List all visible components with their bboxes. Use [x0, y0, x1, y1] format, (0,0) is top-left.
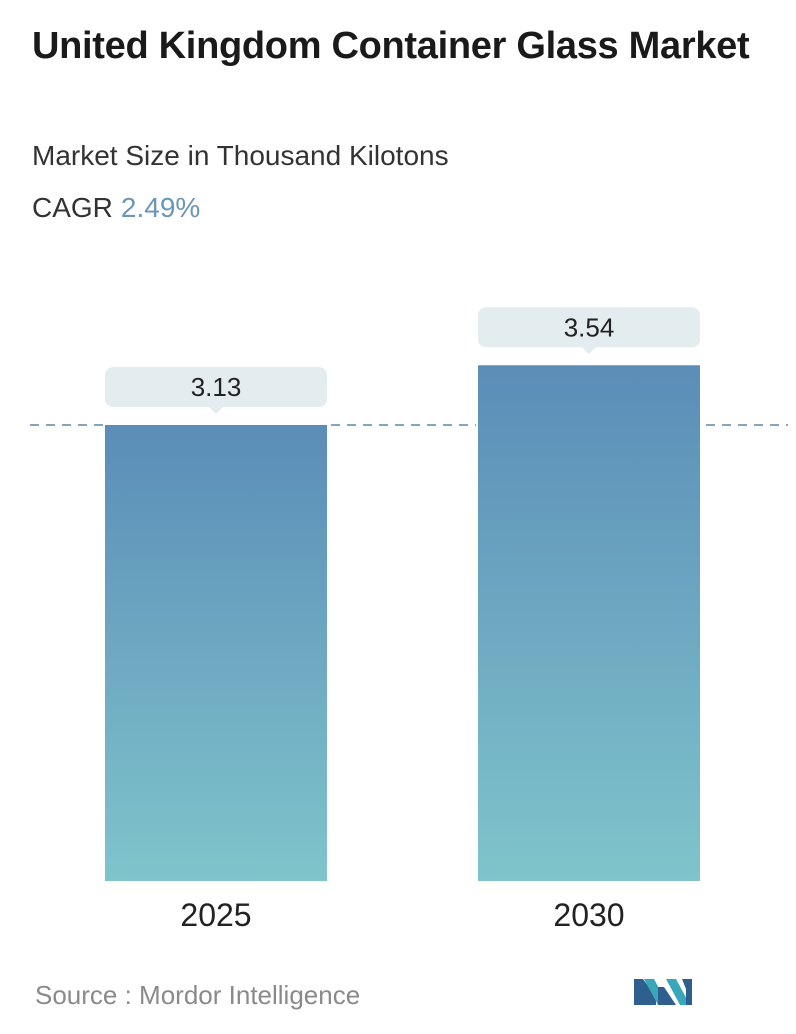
chart-title: United Kingdom Container Glass Market	[32, 25, 750, 67]
bar-2025	[105, 425, 327, 881]
value-label: 3.54	[564, 312, 615, 342]
source-text: Source : Mordor Intelligence	[35, 980, 361, 1010]
bar-2030	[478, 365, 700, 881]
value-label-pointer	[209, 407, 223, 414]
value-label-box	[478, 307, 700, 348]
cagr: CAGR 2.49%	[32, 190, 200, 226]
value-label: 3.13	[191, 372, 242, 402]
category-label: 2030	[553, 897, 624, 933]
category-label: 2025	[180, 897, 251, 933]
mordor-intelligence-logo	[634, 979, 692, 1005]
cagr-label: CAGR	[32, 192, 113, 223]
value-label-pointer	[582, 347, 596, 355]
value-label-box	[105, 367, 327, 407]
chart-subtitle: Market Size in Thousand Kilotons	[32, 140, 449, 171]
cagr-value: 2.49%	[120, 192, 201, 223]
